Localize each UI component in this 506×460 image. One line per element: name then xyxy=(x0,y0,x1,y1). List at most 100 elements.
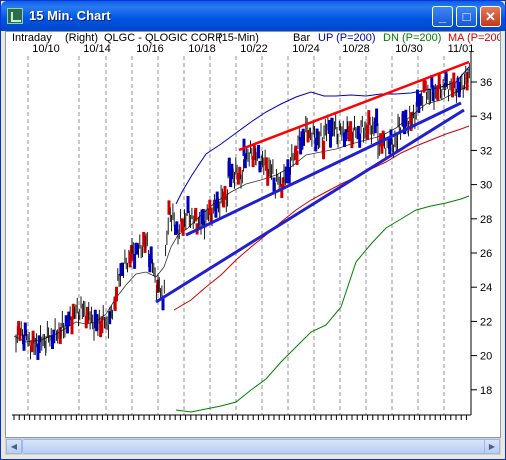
scroll-thumb[interactable] xyxy=(22,439,486,454)
date-label: 10/22 xyxy=(240,43,268,55)
down-bar-marker xyxy=(167,200,171,215)
maximize-button[interactable]: □ xyxy=(456,6,477,27)
down-bar-marker xyxy=(409,112,413,131)
down-bar-marker xyxy=(264,157,268,171)
down-bar-marker xyxy=(423,80,427,91)
scroll-right-arrow-icon[interactable]: ▶ xyxy=(484,439,500,454)
price-label: 18 xyxy=(480,385,492,397)
up-bar-marker xyxy=(243,153,247,169)
price-label: 32 xyxy=(480,145,492,157)
intraday-label: Intraday xyxy=(12,32,52,44)
up-bar-marker xyxy=(417,98,421,113)
symbol-label: QLGC - QLOGIC CORP xyxy=(104,32,223,44)
minimize-button[interactable]: _ xyxy=(432,6,453,27)
up-bar-marker xyxy=(161,295,165,311)
up-bar-marker xyxy=(201,209,205,226)
down-bar-marker xyxy=(238,166,242,180)
chart-area[interactable]: Intraday (Right) QLGC - QLOGIC CORP (15-… xyxy=(5,31,501,438)
blue-upper-support-trendline xyxy=(185,101,462,237)
horizontal-scrollbar[interactable]: ◀ ▶ xyxy=(5,438,501,455)
up-bar-marker xyxy=(356,125,360,140)
down-bar-marker xyxy=(451,81,454,98)
up-bar-marker xyxy=(95,314,99,332)
up-bar-marker xyxy=(230,163,234,180)
ma-line xyxy=(173,125,470,311)
interval-label: (15-Min) xyxy=(218,32,259,44)
up-bar-marker xyxy=(215,191,219,209)
down-bar-marker xyxy=(18,328,22,341)
up-bar-marker xyxy=(388,139,392,155)
right-axis-label: (Right) xyxy=(65,32,98,44)
price-label: 28 xyxy=(480,214,492,226)
up-bar-marker xyxy=(67,311,71,326)
down-bar-marker xyxy=(70,316,74,335)
down-bar-marker xyxy=(349,121,353,136)
down-bar-marker xyxy=(367,110,371,125)
up-bar-marker xyxy=(257,144,261,159)
close-button[interactable]: ✕ xyxy=(480,6,501,27)
down-bar-marker xyxy=(143,235,147,253)
up-bar-marker xyxy=(214,199,218,218)
scroll-left-arrow-icon[interactable]: ◀ xyxy=(6,439,22,454)
up-bar-marker xyxy=(457,82,461,98)
date-label: 10/30 xyxy=(395,43,423,55)
price-label: 26 xyxy=(480,248,492,260)
up-bar-marker xyxy=(430,75,434,88)
up-bar-marker xyxy=(375,108,379,127)
down-bar-marker xyxy=(281,177,285,190)
up-bar-marker xyxy=(418,93,422,106)
down-bar-marker xyxy=(252,145,256,160)
down-bar-marker xyxy=(86,306,89,324)
down-bar-marker xyxy=(100,316,104,334)
price-chart: Intraday (Right) QLGC - QLOGIC CORP (15-… xyxy=(12,32,500,420)
chart-app-icon xyxy=(7,8,23,24)
up-bar-marker xyxy=(416,89,419,107)
date-label: 10/28 xyxy=(342,43,370,55)
up-bar-marker xyxy=(22,334,26,351)
up-bar-marker xyxy=(272,177,276,195)
up-bar-marker xyxy=(52,329,56,344)
up-bar-marker xyxy=(315,128,319,146)
ema-line xyxy=(13,85,470,343)
up-bar-marker xyxy=(444,71,448,87)
up-bar-marker xyxy=(66,320,69,334)
up-bar-marker xyxy=(327,120,331,134)
blue-lower-support-trendline xyxy=(155,108,465,304)
down-bar-marker xyxy=(380,139,384,154)
price-axis-labels: 36 34 32 30 28 26 24 22 20 18 xyxy=(471,77,492,397)
down-bar-marker xyxy=(437,73,441,90)
up-bar-marker xyxy=(404,109,408,127)
down-bar-marker xyxy=(208,199,212,215)
dn-band-line xyxy=(175,195,470,413)
date-label: 10/18 xyxy=(188,43,216,55)
up-bar-marker xyxy=(285,166,289,184)
price-label: 30 xyxy=(480,180,492,192)
up-bar-marker xyxy=(344,129,348,142)
up-bar-marker xyxy=(329,130,332,148)
up-bar-marker xyxy=(120,262,124,276)
up-bar-marker xyxy=(258,161,262,173)
up-bar-marker xyxy=(133,254,137,269)
down-bar-marker xyxy=(366,124,369,140)
up-legend: UP (P=200) xyxy=(318,32,376,44)
down-bar-marker xyxy=(30,340,34,353)
price-bars xyxy=(15,62,470,360)
date-label: 10/14 xyxy=(83,43,111,55)
date-label: 10/16 xyxy=(136,43,164,55)
title-bar[interactable]: 15 Min. Chart _ □ ✕ xyxy=(1,1,505,31)
price-label: 36 xyxy=(480,77,492,89)
down-bar-marker xyxy=(115,286,118,302)
down-bar-marker xyxy=(436,85,440,101)
down-bar-marker xyxy=(452,72,456,88)
down-bar-marker xyxy=(280,183,284,199)
window-title: 15 Min. Chart xyxy=(29,8,111,23)
price-label: 22 xyxy=(480,316,492,328)
down-bar-marker xyxy=(31,330,35,344)
up-bar-marker xyxy=(23,322,27,336)
date-label: 10/24 xyxy=(292,43,320,55)
down-bar-marker xyxy=(295,150,299,165)
down-bar-marker xyxy=(58,327,62,344)
price-label: 34 xyxy=(480,111,492,123)
up-bar-marker xyxy=(186,195,190,214)
